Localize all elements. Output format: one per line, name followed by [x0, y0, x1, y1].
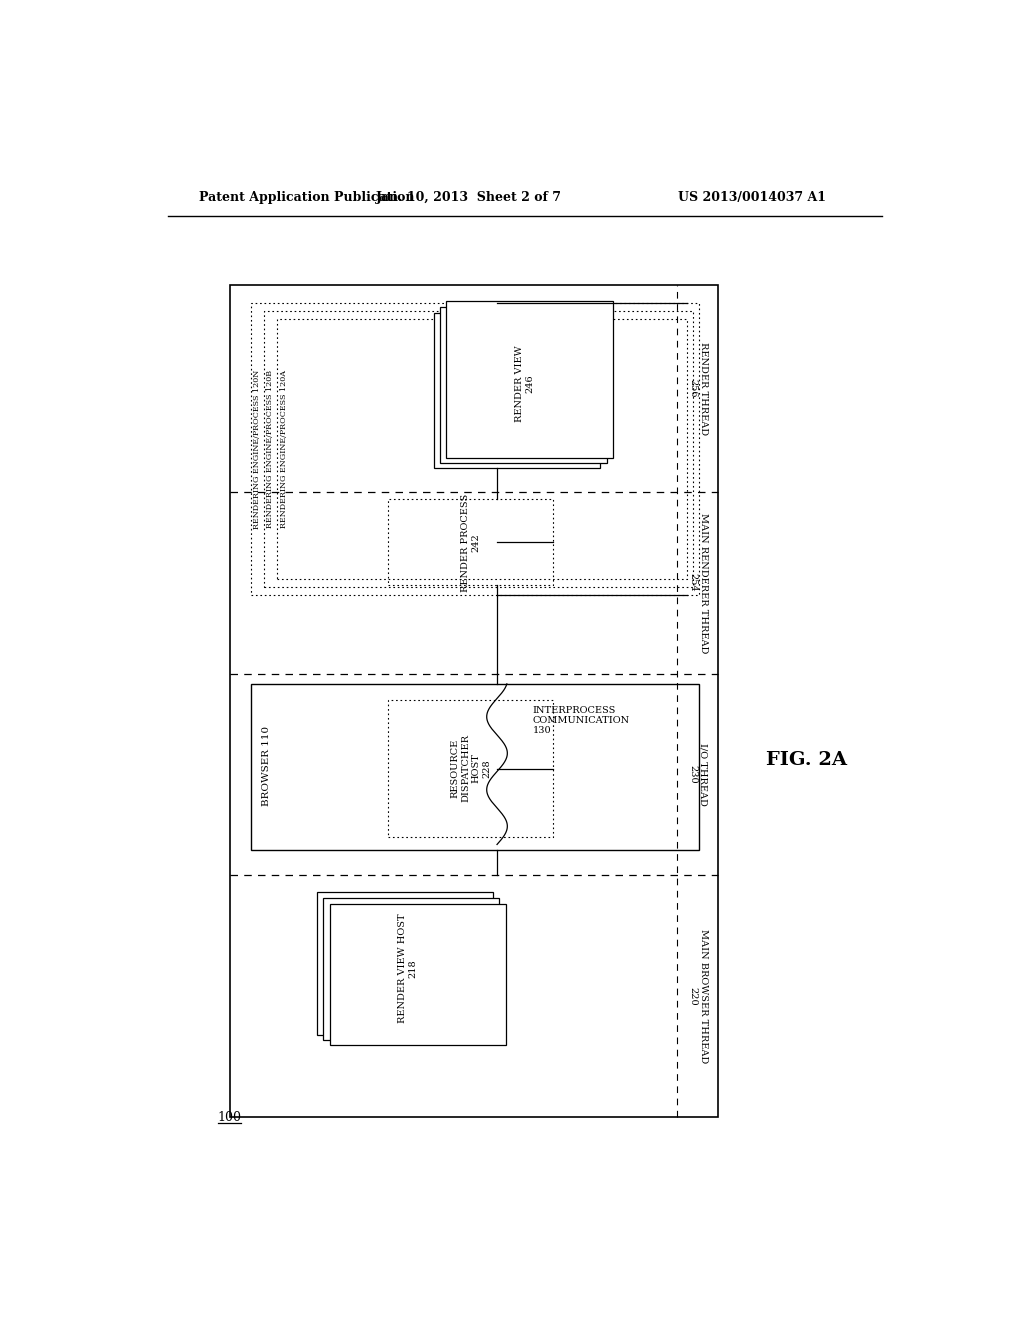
Text: US 2013/0014037 A1: US 2013/0014037 A1	[678, 190, 826, 203]
Text: I/O THREAD
230: I/O THREAD 230	[688, 743, 708, 805]
Text: RENDERING ENGINE/PROCESS 120A: RENDERING ENGINE/PROCESS 120A	[280, 370, 288, 528]
Text: 100: 100	[217, 1111, 242, 1125]
Text: RENDERING ENGINE/PROCESS 120N: RENDERING ENGINE/PROCESS 120N	[253, 370, 261, 529]
Text: INTERPROCESS
COMMUNICATION
130: INTERPROCESS COMMUNICATION 130	[532, 706, 630, 735]
Text: FIG. 2A: FIG. 2A	[766, 751, 847, 770]
Bar	[440, 306, 606, 463]
Text: RENDER PROCESS
242: RENDER PROCESS 242	[461, 494, 480, 591]
Text: RESOURCE
DISPATCHER
HOST
228: RESOURCE DISPATCHER HOST 228	[451, 734, 490, 803]
Text: MAIN RENDERER THREAD
254: MAIN RENDERER THREAD 254	[688, 512, 708, 653]
Bar	[251, 684, 699, 850]
Bar	[446, 301, 613, 458]
Text: BROWSER 110: BROWSER 110	[262, 726, 271, 807]
Bar	[330, 904, 506, 1044]
Bar	[278, 319, 687, 579]
Text: RENDER VIEW HOST
218: RENDER VIEW HOST 218	[398, 913, 418, 1023]
Text: RENDER THREAD
256: RENDER THREAD 256	[688, 342, 708, 436]
Text: MAIN BROWSER THREAD
220: MAIN BROWSER THREAD 220	[688, 929, 708, 1063]
Bar	[388, 499, 553, 585]
Bar	[264, 312, 693, 587]
Bar	[316, 892, 494, 1035]
Text: RENDERING ENGINE/PROCESS 120B: RENDERING ENGINE/PROCESS 120B	[266, 370, 274, 528]
Bar	[251, 302, 699, 595]
Bar	[388, 700, 553, 837]
Bar	[433, 313, 600, 469]
Text: Patent Application Publication: Patent Application Publication	[200, 190, 415, 203]
Text: Jan. 10, 2013  Sheet 2 of 7: Jan. 10, 2013 Sheet 2 of 7	[376, 190, 562, 203]
Bar	[229, 285, 718, 1117]
Bar	[324, 899, 500, 1040]
Text: RENDER VIEW
246: RENDER VIEW 246	[515, 346, 535, 422]
